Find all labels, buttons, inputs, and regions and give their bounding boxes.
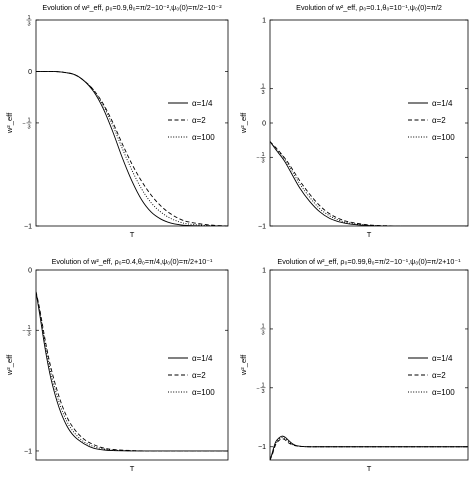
- legend-label: α=2: [432, 371, 446, 380]
- y-tick-label: 0: [28, 69, 32, 76]
- y-tick-label: −13: [22, 325, 32, 338]
- x-axis-label: T: [130, 230, 135, 239]
- series-line-dashed: [270, 141, 468, 226]
- series-line-solid: [270, 435, 468, 460]
- y-axis-label: w²_eff: [5, 354, 14, 376]
- series-line-solid: [270, 141, 468, 226]
- x-axis-label: T: [367, 230, 372, 239]
- panel-title: Evolution of w²_eff, ρ₀=0.9,θ₀=π/2−10⁻²,…: [42, 3, 222, 12]
- plot-frame: [269, 269, 469, 461]
- y-tick-label: −1: [24, 224, 32, 231]
- y-tick-label: −13: [256, 383, 266, 395]
- svg-text:−: −: [256, 155, 259, 161]
- legend-label: α=100: [432, 388, 455, 397]
- svg-text:1: 1: [27, 118, 30, 124]
- svg-text:1: 1: [261, 152, 264, 158]
- series-line-dashed: [270, 438, 468, 460]
- panel-title: Evolution of w²_eff, ρ₀=0.99,θ₀=π/2−10⁻¹…: [277, 257, 461, 266]
- panel-title: Evolution of w²_eff, ρ₀=0.1,θ₀=10⁻¹,ψ₀(0…: [296, 3, 442, 12]
- x-axis-label: T: [367, 464, 372, 473]
- svg-text:3: 3: [27, 332, 30, 338]
- series-line-solid: [36, 70, 228, 226]
- y-tick-label: 13: [260, 324, 266, 336]
- legend-label: α=1/4: [192, 354, 213, 363]
- y-tick-label: 1: [262, 268, 266, 275]
- chart-panel-4: Evolution of w²_eff, ρ₀=0.99,θ₀=π/2−10⁻¹…: [239, 257, 469, 473]
- legend-label: α=2: [432, 116, 446, 125]
- svg-text:3: 3: [261, 159, 264, 165]
- series-line-dotted: [270, 141, 468, 226]
- svg-text:1: 1: [261, 324, 264, 330]
- y-tick-label: 13: [260, 84, 266, 96]
- x-axis-label: T: [130, 464, 135, 473]
- svg-text:3: 3: [27, 124, 30, 130]
- y-tick-label: 13: [26, 15, 32, 27]
- y-tick-label: 0: [262, 121, 266, 128]
- svg-text:3: 3: [261, 389, 264, 395]
- legend-label: α=2: [192, 116, 206, 125]
- svg-text:−: −: [22, 121, 25, 127]
- svg-text:1: 1: [261, 84, 264, 90]
- y-tick-label: −1: [24, 448, 32, 455]
- legend-label: α=1/4: [192, 99, 213, 108]
- legend-label: α=100: [192, 133, 215, 142]
- svg-text:1: 1: [27, 325, 30, 331]
- series-line-dashed: [36, 70, 228, 226]
- svg-text:1: 1: [261, 383, 264, 389]
- plot-frame: [35, 269, 229, 461]
- svg-text:−: −: [256, 386, 259, 392]
- y-tick-label: −13: [22, 118, 32, 130]
- svg-text:3: 3: [27, 21, 30, 27]
- series-line-solid: [36, 291, 228, 452]
- legend-label: α=2: [192, 371, 206, 380]
- legend-label: α=100: [432, 133, 455, 142]
- legend-label: α=1/4: [432, 99, 453, 108]
- y-tick-label: 0: [28, 268, 32, 275]
- y-tick-label: −1: [258, 444, 266, 451]
- y-axis-label: w²_eff: [239, 112, 248, 134]
- chart-panel-3: Evolution of w²_eff, ρ₀=0.4,θ₀=π/4,ψ₀(0)…: [5, 257, 229, 473]
- legend-label: α=1/4: [432, 354, 453, 363]
- y-axis-label: w²_eff: [5, 112, 14, 134]
- series-line-dashed: [36, 291, 228, 452]
- chart-panel-2: Evolution of w²_eff, ρ₀=0.1,θ₀=10⁻¹,ψ₀(0…: [239, 3, 469, 239]
- svg-text:−: −: [22, 328, 25, 334]
- svg-text:3: 3: [261, 90, 264, 96]
- svg-text:3: 3: [261, 330, 264, 336]
- y-tick-label: −1: [258, 224, 266, 231]
- legend-label: α=100: [192, 388, 215, 397]
- chart-panel-1: Evolution of w²_eff, ρ₀=0.9,θ₀=π/2−10⁻²,…: [5, 3, 229, 239]
- svg-text:1: 1: [27, 15, 30, 21]
- y-tick-label: 1: [262, 18, 266, 25]
- y-tick-label: −13: [256, 152, 266, 165]
- series-line-dotted: [270, 436, 468, 460]
- panel-title: Evolution of w²_eff, ρ₀=0.4,θ₀=π/4,ψ₀(0)…: [52, 257, 213, 266]
- series-line-dotted: [36, 70, 228, 226]
- y-axis-label: w²_eff: [239, 354, 248, 376]
